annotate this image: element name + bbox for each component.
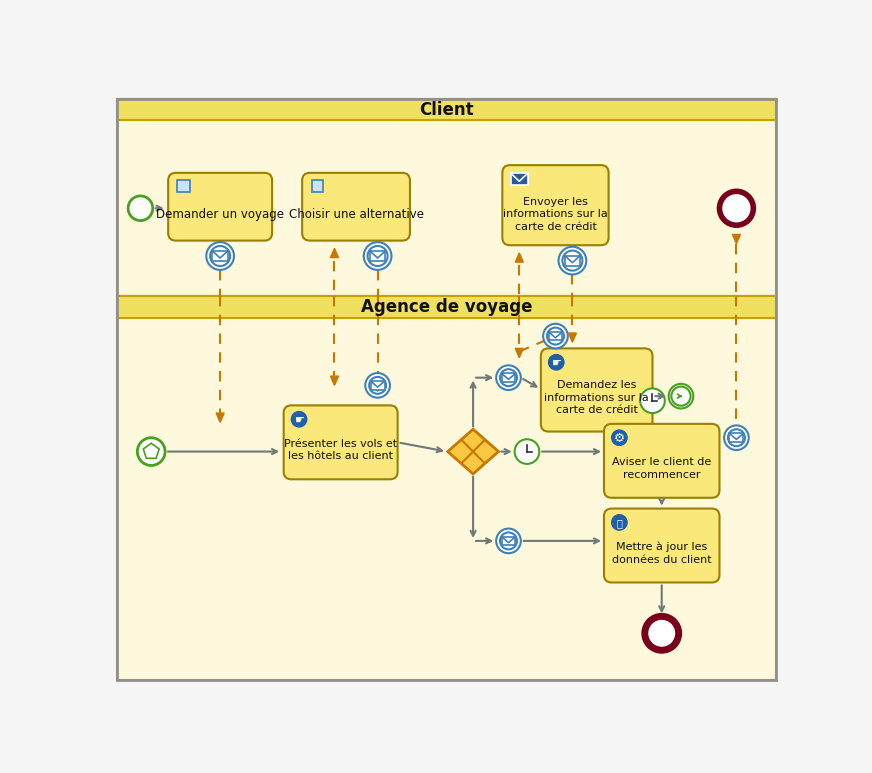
FancyBboxPatch shape: [541, 349, 652, 431]
Polygon shape: [330, 376, 338, 386]
Polygon shape: [373, 383, 382, 391]
Bar: [118, 296, 776, 679]
Text: ☛: ☛: [294, 415, 304, 425]
Bar: [213, 251, 228, 261]
Bar: [730, 434, 743, 442]
Circle shape: [543, 324, 568, 349]
Circle shape: [671, 386, 691, 406]
Circle shape: [365, 373, 390, 397]
Circle shape: [640, 389, 664, 413]
Circle shape: [724, 425, 749, 450]
Bar: [177, 180, 190, 192]
FancyBboxPatch shape: [302, 173, 410, 240]
Circle shape: [559, 247, 586, 274]
Polygon shape: [515, 253, 523, 262]
Text: Demander un voyage: Demander un voyage: [156, 208, 284, 221]
Circle shape: [548, 355, 564, 370]
Text: Présenter les vols et
les hôtels au client: Présenter les vols et les hôtels au clie…: [284, 438, 398, 461]
Bar: [370, 251, 385, 261]
Circle shape: [500, 369, 517, 386]
Bar: [118, 99, 776, 121]
Circle shape: [291, 411, 307, 427]
Circle shape: [644, 616, 678, 650]
Bar: [501, 536, 515, 545]
Circle shape: [496, 529, 521, 553]
Bar: [118, 99, 776, 296]
Circle shape: [496, 366, 521, 390]
Polygon shape: [732, 234, 740, 243]
Text: Choisir une alternative: Choisir une alternative: [289, 208, 424, 221]
Text: Demandez les
informations sur la
carte de crédit: Demandez les informations sur la carte d…: [544, 380, 649, 415]
Text: Agence de voyage: Agence de voyage: [361, 298, 533, 316]
Text: ✋: ✋: [617, 518, 623, 528]
Circle shape: [210, 246, 230, 266]
FancyBboxPatch shape: [502, 165, 609, 245]
Polygon shape: [216, 413, 224, 422]
Circle shape: [669, 384, 693, 408]
Text: ⚙: ⚙: [614, 432, 625, 445]
Bar: [371, 381, 385, 390]
Text: Aviser le client de
recommencer: Aviser le client de recommencer: [612, 457, 712, 480]
Bar: [312, 180, 324, 192]
Circle shape: [138, 438, 165, 465]
Circle shape: [728, 429, 745, 446]
Circle shape: [514, 439, 539, 464]
Circle shape: [207, 242, 234, 270]
Circle shape: [128, 196, 153, 220]
Polygon shape: [330, 248, 338, 257]
Bar: [501, 373, 515, 382]
Polygon shape: [569, 333, 576, 342]
Circle shape: [562, 250, 582, 271]
Text: Envoyer les
informations sur la
carte de crédit: Envoyer les informations sur la carte de…: [503, 196, 608, 232]
Text: Mettre à jour les
données du client: Mettre à jour les données du client: [612, 542, 712, 565]
FancyBboxPatch shape: [604, 509, 719, 583]
Text: Client: Client: [419, 100, 474, 119]
Circle shape: [368, 246, 388, 266]
Circle shape: [611, 515, 627, 530]
Polygon shape: [447, 429, 499, 474]
Circle shape: [719, 192, 753, 225]
Circle shape: [369, 377, 386, 393]
Circle shape: [364, 242, 392, 270]
Circle shape: [500, 533, 517, 550]
FancyBboxPatch shape: [168, 173, 272, 240]
Bar: [548, 332, 562, 340]
Circle shape: [611, 430, 627, 445]
Polygon shape: [515, 349, 523, 358]
Bar: [511, 173, 528, 185]
Circle shape: [547, 328, 564, 345]
Bar: [118, 296, 776, 318]
Bar: [565, 256, 580, 266]
FancyBboxPatch shape: [604, 424, 719, 498]
Text: ☛: ☛: [551, 358, 562, 368]
FancyBboxPatch shape: [283, 405, 398, 479]
